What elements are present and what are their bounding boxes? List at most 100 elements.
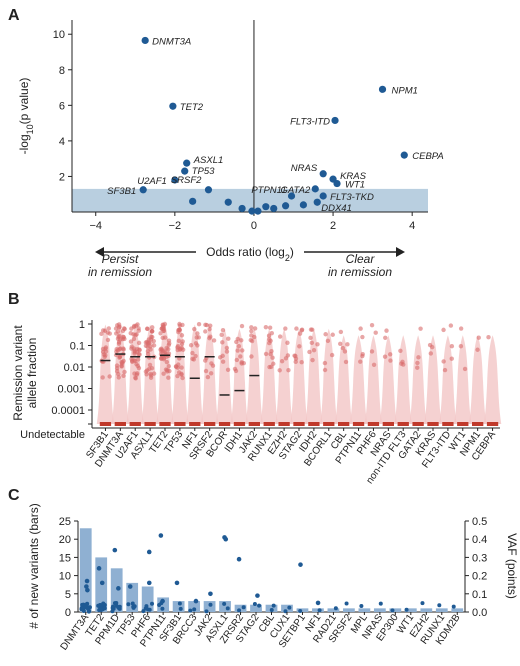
- undetectable-sf3b1: [99, 422, 112, 426]
- point-u2af1: [129, 346, 134, 351]
- point-non-itd-flt3: [398, 348, 403, 353]
- vaf-point-cux1: [283, 609, 288, 614]
- point-ptpn11: [360, 353, 365, 359]
- point-dnmt3a: [117, 346, 122, 352]
- point-u2af1: [136, 340, 142, 346]
- point-asxl1: [148, 375, 154, 380]
- undetectable-u2af1: [129, 422, 141, 426]
- violin-cbl: [334, 335, 353, 424]
- vaf-point-ptpn11: [160, 598, 165, 604]
- point-ezh2: [285, 340, 290, 345]
- clear-label: Clear: [346, 252, 376, 266]
- point-idh1: [240, 348, 245, 353]
- point-idh1: [234, 339, 239, 345]
- point-stag2: [299, 360, 304, 365]
- point-npm1: [475, 347, 480, 352]
- point-gata2: [418, 326, 423, 331]
- undetectable-srsf2: [204, 422, 216, 426]
- undetectable-cebpa: [486, 422, 499, 426]
- point-flt3-itd: [441, 327, 446, 333]
- point-ezh2: [277, 368, 282, 373]
- undetectable-npm1: [472, 422, 484, 426]
- point-gata2: [415, 365, 420, 370]
- point-u2af1: [133, 375, 138, 380]
- undetectable-idh1: [233, 422, 246, 426]
- point-cbl: [343, 359, 349, 365]
- point-jak2: [252, 326, 258, 331]
- label-ddx41: DDX41: [321, 203, 352, 214]
- undetectable-non-itd-flt3: [397, 422, 409, 426]
- vaf-point-phf6: [141, 609, 146, 614]
- right-tick-label: 0.5: [472, 516, 487, 528]
- point-nras: [383, 335, 388, 341]
- point-srsf2: [203, 368, 209, 374]
- point-idh1: [239, 361, 244, 366]
- point-idh1: [239, 338, 244, 343]
- vaf-point-nras: [378, 601, 383, 606]
- undetectable-runx1: [263, 422, 275, 426]
- point-tet2: [169, 102, 177, 110]
- point-u2af1: [132, 323, 137, 329]
- point-gata2: [311, 185, 319, 193]
- point-asxl1: [146, 340, 151, 345]
- bar-zrsr2: [234, 604, 247, 612]
- point-u2af1: [130, 359, 135, 365]
- vaf-point-sf3b1: [177, 601, 182, 606]
- point-nf1: [191, 357, 197, 362]
- point-asxl1: [151, 343, 157, 348]
- point-sf3b1: [106, 326, 112, 331]
- point-bcor: [220, 340, 225, 345]
- point-23: [270, 204, 278, 213]
- undetectable-nras: [382, 422, 394, 426]
- point-ptpn11: [358, 359, 363, 364]
- point-tet2: [159, 326, 165, 331]
- point-25: [299, 201, 307, 209]
- label-asxl1: ASXL1: [193, 155, 224, 166]
- violin-bcor: [215, 328, 234, 424]
- point-bcorl1: [323, 332, 328, 337]
- label-tet2: TET2: [180, 102, 204, 113]
- violin-idh2: [305, 328, 323, 424]
- persist-label: Persist: [102, 252, 139, 266]
- point-asxl1: [149, 365, 155, 371]
- y-axis-label: Remission variant: [11, 325, 25, 421]
- bar-kdm2b: [451, 608, 464, 612]
- point-jak2: [248, 337, 254, 343]
- point-asxl1: [147, 362, 153, 368]
- vaf-point-asxl1: [223, 536, 229, 542]
- point-bcor: [220, 327, 226, 333]
- point-tp53: [175, 373, 180, 379]
- point-ezh2: [285, 353, 291, 358]
- vaf-point-jak2: [208, 591, 213, 597]
- point-npm1: [476, 335, 481, 340]
- left-tick-label: 10: [59, 571, 71, 583]
- bar-wt1: [404, 608, 417, 612]
- vaf-point-asxl1: [222, 601, 227, 606]
- persist-arrow-head: [95, 247, 104, 257]
- point-17: [189, 197, 197, 205]
- bar-ppm1d: [110, 568, 123, 612]
- point-tp53: [176, 338, 182, 344]
- point-tet2: [166, 363, 171, 369]
- point-srsf2: [203, 329, 208, 334]
- violin-gata2: [409, 335, 427, 424]
- point-tp53: [180, 322, 185, 328]
- vaf-point-phf6: [143, 606, 148, 611]
- point-dnmt3a: [121, 347, 126, 352]
- persist-label-2: in remission: [88, 265, 152, 279]
- point-ptpn11: [287, 192, 296, 200]
- undetectable-cbl: [338, 422, 350, 426]
- y-tick-label: 0.1: [70, 341, 85, 353]
- violin-kras: [424, 335, 442, 424]
- x-axis-label: Odds ratio (log2): [206, 245, 294, 263]
- point-tet2: [164, 345, 169, 351]
- point-nras: [387, 352, 393, 357]
- point-tp53: [179, 365, 184, 370]
- bar-phf6: [141, 586, 154, 612]
- point-phf6: [369, 322, 375, 328]
- point-idh1: [233, 368, 239, 374]
- undetectable-kras: [427, 422, 439, 426]
- y-tick-label: 1: [79, 319, 85, 331]
- point-idh2: [307, 349, 312, 355]
- point-runx1: [268, 338, 273, 343]
